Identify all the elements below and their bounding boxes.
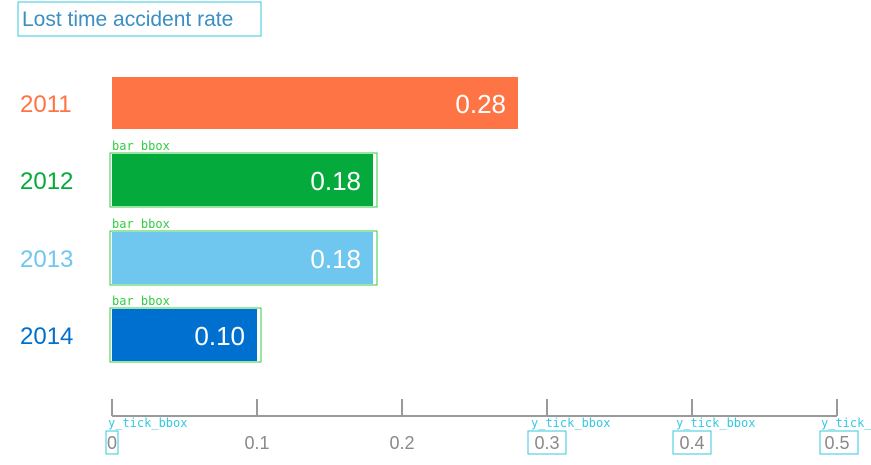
bar-annotation-box-2012 — [109, 152, 378, 208]
tick-annotation-box-0.5 — [819, 430, 859, 455]
x-tick-label-0.4: 0.4 — [679, 433, 704, 453]
value-label-2013: 0.18 — [310, 244, 361, 274]
tick-annotation-box-0.4 — [672, 430, 712, 455]
bar-annotation-label-2014: bar_bbox — [112, 294, 170, 308]
tick-annotation-box-0.3 — [527, 430, 567, 455]
tick-annotation-box-0 — [105, 430, 119, 455]
bar-2011 — [112, 77, 518, 129]
chart-title-group: Lost time accident rate — [17, 1, 262, 37]
value-label-2014: 0.10 — [194, 321, 245, 351]
bar-annotation-label-2013: bar_bbox — [112, 217, 170, 231]
tick-annotation-label-0.4: y_tick_bbox — [676, 416, 755, 430]
category-label-2013: 2013 — [20, 246, 73, 273]
x-tick-label-0.1: 0.1 — [244, 433, 269, 453]
x-tick-label-0.5: 0.5 — [824, 433, 849, 453]
bar-annotation-label-2012: bar_bbox — [112, 139, 170, 153]
x-axis: 0 0.1 0.2 0.3 0.4 0.5 — [107, 399, 850, 453]
bars-layer: 2011 0.28 2012 0.18 2013 0.18 2014 0.10 — [20, 77, 518, 361]
bar-2014 — [112, 309, 257, 361]
x-tick-label-0: 0 — [107, 433, 117, 453]
tick-annotation-label-0.5: y_tick_ — [821, 416, 871, 430]
category-label-2012: 2012 — [20, 168, 73, 195]
bar-2012 — [112, 154, 373, 206]
title-annotation-box — [17, 1, 262, 37]
x-tick-label-0.3: 0.3 — [534, 433, 559, 453]
tick-annotation-label-0: y_tick_bbox — [108, 416, 187, 430]
value-label-2012: 0.18 — [310, 166, 361, 196]
category-label-2014: 2014 — [20, 323, 73, 350]
x-tick-label-0.2: 0.2 — [389, 433, 414, 453]
annotation-layer: bar_bbox bar_bbox bar_bbox y_tick_bbox y_tic… — [105, 139, 871, 455]
chart-title: Lost time accident rate — [22, 8, 233, 31]
bar-2013 — [112, 232, 373, 284]
tick-annotation-label-0.3: y_tick_bbox — [531, 416, 610, 430]
value-label-2011: 0.28 — [455, 89, 506, 119]
category-label-2011: 2011 — [20, 91, 72, 118]
bar-annotation-box-2013 — [109, 230, 378, 286]
bar-annotation-box-2014 — [109, 307, 262, 363]
